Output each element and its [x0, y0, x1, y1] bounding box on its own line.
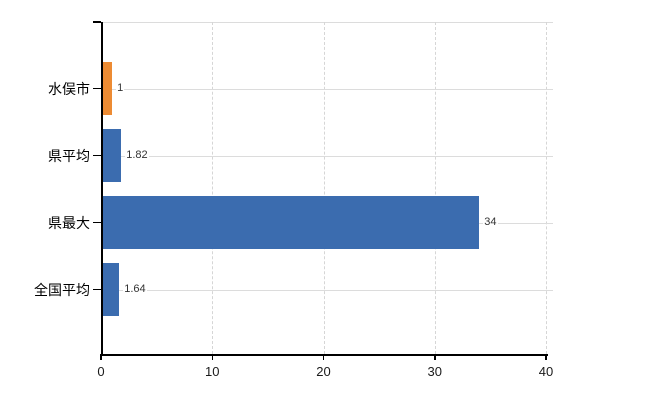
x-axis-tick — [322, 354, 325, 360]
x-axis-tick — [100, 354, 102, 360]
x-axis-tick — [211, 354, 213, 360]
y-axis-tick — [93, 288, 101, 291]
bar — [102, 196, 480, 249]
x-axis-tick-label: 10 — [205, 364, 220, 379]
gridline-vertical — [434, 22, 436, 354]
gridline-horizontal — [101, 155, 553, 157]
gridline-vertical — [323, 22, 325, 354]
bar — [102, 62, 113, 115]
x-axis-line — [101, 354, 548, 356]
bar-value-label: 34 — [483, 216, 498, 229]
gridline-vertical — [546, 22, 547, 354]
x-axis-tick — [545, 354, 547, 360]
bar-value-label: 1.82 — [125, 149, 149, 162]
y-axis-tick — [93, 221, 101, 224]
bar — [102, 129, 122, 182]
category-label: 全国平均 — [34, 281, 90, 298]
category-label: 県最大 — [48, 214, 90, 231]
x-axis-tick-label: 40 — [538, 364, 554, 379]
x-axis-tick-label: 20 — [316, 364, 331, 379]
x-axis-tick — [434, 354, 436, 360]
y-axis-tick-top — [93, 21, 101, 23]
y-axis-tick — [93, 87, 101, 90]
x-axis-tick-label: 30 — [427, 364, 442, 379]
gridline-vertical — [212, 22, 214, 354]
bar — [102, 263, 120, 316]
y-axis-line — [101, 22, 103, 354]
category-label: 水俣市 — [48, 80, 90, 97]
bar-value-label: 1 — [116, 82, 125, 95]
gridline-horizontal — [101, 289, 553, 291]
gridline-top-border — [101, 22, 553, 23]
category-label: 県平均 — [48, 147, 90, 164]
x-axis-tick-label: 0 — [97, 364, 105, 379]
gridline-horizontal — [101, 88, 553, 90]
y-axis-tick — [93, 154, 101, 157]
bar-value-label: 1.64 — [123, 283, 147, 296]
